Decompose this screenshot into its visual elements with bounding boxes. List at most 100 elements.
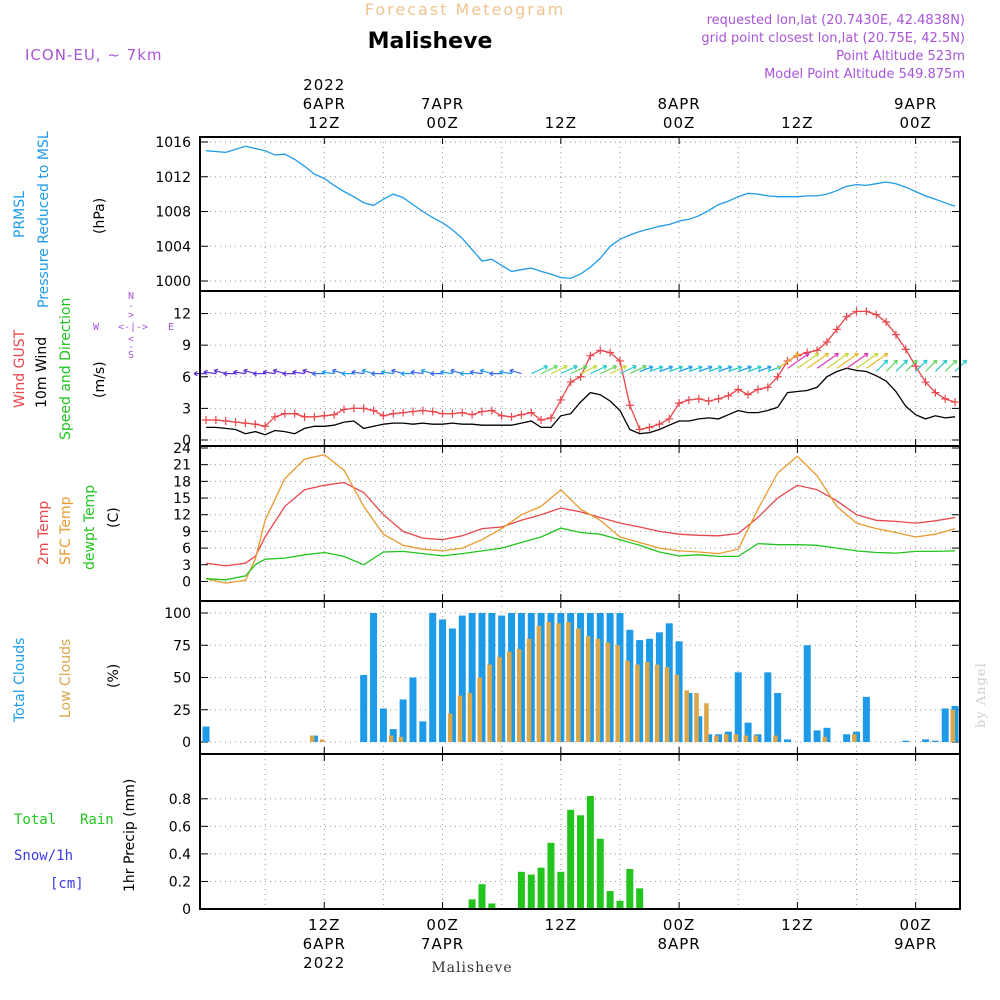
- gust-marker: [556, 395, 565, 404]
- y-tick-label: 6: [182, 541, 191, 557]
- wind-arrowhead: [814, 352, 820, 358]
- gust-marker: [477, 407, 486, 416]
- compass-north: N: [128, 291, 134, 302]
- bar-total-rain: [596, 838, 604, 909]
- gust-marker: [911, 362, 920, 371]
- bar-low-clouds: [743, 735, 749, 742]
- svg-text:<: <: [128, 334, 134, 345]
- bar-total-clouds: [379, 708, 387, 742]
- bar-low-clouds: [950, 709, 956, 742]
- gust-marker: [655, 420, 664, 429]
- y-tick-label: 1000: [155, 274, 191, 290]
- bar-low-clouds: [615, 645, 620, 742]
- gust-marker: [468, 410, 477, 419]
- wind-arrow: [499, 371, 512, 375]
- gust-marker: [537, 415, 546, 424]
- wind-arrow: [560, 365, 578, 375]
- wind-arrow: [836, 352, 859, 369]
- wind-arrow: [757, 366, 772, 373]
- wind-arrow: [509, 369, 522, 375]
- gust-marker: [487, 406, 496, 415]
- temp-unit: (C): [106, 507, 122, 528]
- gust-marker: [389, 409, 398, 418]
- model-label: ICON-EU, ~ 7km: [25, 46, 163, 64]
- wind-arrow: [787, 352, 810, 369]
- y-tick-label: 1008: [155, 205, 191, 221]
- temp-2m-label: 2m Temp: [36, 501, 52, 565]
- bar-low-clouds: [654, 664, 660, 742]
- y-tick-label: 0.8: [169, 792, 191, 808]
- clouds-unit: (%): [106, 664, 122, 688]
- wind-arrow: [806, 352, 829, 369]
- wind-arrowhead: [658, 365, 664, 371]
- bar-low-clouds: [585, 636, 591, 742]
- wind-arrow: [846, 352, 869, 369]
- gust-marker: [546, 413, 555, 422]
- total-clouds-label: Total Clouds: [12, 638, 28, 723]
- wind-arrowhead: [632, 364, 637, 370]
- gust-marker: [251, 420, 260, 429]
- bar-low-clouds: [497, 656, 502, 742]
- wind-speed-dir-label: Speed and Direction: [58, 298, 74, 440]
- bar-low-clouds: [605, 642, 611, 742]
- wind-arrowhead: [717, 365, 723, 371]
- gust-marker: [822, 337, 831, 346]
- wind-arrowhead: [932, 359, 938, 365]
- gust-marker: [753, 385, 762, 394]
- wind-arrowhead: [794, 352, 800, 358]
- gust-marker: [625, 401, 634, 410]
- gust-marker: [596, 346, 605, 355]
- gust-marker: [803, 348, 812, 357]
- bar-total-clouds: [429, 613, 437, 742]
- panel-frame: [199, 445, 961, 602]
- gust-marker: [300, 412, 309, 421]
- wind-arrow: [540, 365, 558, 375]
- gust-marker: [566, 378, 575, 387]
- bar-total-clouds: [458, 615, 466, 742]
- y-tick-label: 18: [173, 474, 191, 490]
- bar-low-clouds: [822, 736, 827, 742]
- y-tick-label: 9: [182, 524, 191, 540]
- gust-marker: [369, 406, 378, 415]
- bar-total-rain: [478, 884, 486, 909]
- wind-arrowhead: [707, 365, 713, 371]
- time-label: 00Z: [899, 916, 931, 934]
- wind-arrowhead: [302, 368, 307, 374]
- bar-total-rain: [577, 815, 585, 909]
- wind-arrow: [797, 352, 820, 369]
- series-10m-wind: [206, 367, 956, 436]
- gust-marker: [290, 409, 299, 418]
- wind-arrow: [292, 371, 305, 375]
- compass-icon: N - > W <-|-> E < - S: [93, 291, 174, 361]
- gust-marker: [211, 415, 220, 424]
- gust-marker: [527, 408, 536, 417]
- series-wind-gust: [206, 310, 956, 431]
- y-tick-label: 6: [182, 370, 191, 386]
- bar-total-clouds: [803, 645, 811, 742]
- wind-arrowhead: [459, 370, 464, 377]
- y-tick-label: 1016: [155, 135, 191, 151]
- time-label: 2022: [303, 76, 345, 94]
- y-tick-label: 0.4: [169, 847, 191, 863]
- y-tick-label: 0: [182, 735, 191, 751]
- wind-arrowhead: [573, 364, 578, 370]
- wind-arrow: [410, 371, 423, 375]
- bar-low-clouds: [664, 667, 670, 742]
- panel-frame: [199, 136, 961, 292]
- wind-arrowhead: [678, 365, 683, 371]
- wind-arrow: [885, 359, 898, 372]
- wind-arrowhead: [321, 369, 327, 375]
- gust-marker: [891, 330, 900, 339]
- panel-1: 1000 1004 1008 1012 1016: [155, 135, 961, 292]
- wind-arrowhead: [193, 370, 198, 377]
- wind-arrow: [777, 352, 800, 369]
- compass-east: E: [168, 322, 174, 333]
- bar-low-clouds: [684, 690, 689, 742]
- y-tick-label: 3: [182, 401, 191, 417]
- compass-west: W: [93, 322, 100, 333]
- wind-arrow: [678, 366, 693, 373]
- wind-arrowhead: [834, 352, 839, 358]
- y-tick-label: 12: [173, 307, 191, 323]
- gust-marker: [458, 408, 467, 417]
